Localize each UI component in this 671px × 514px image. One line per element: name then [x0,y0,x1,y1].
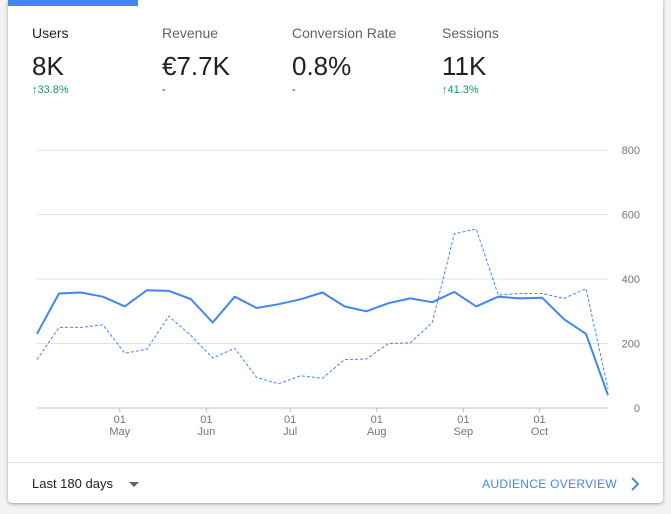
y-tick-label: 600 [622,210,640,222]
y-tick-label: 200 [622,339,640,351]
metric-label: Users [32,25,69,41]
metric-label: Sessions [442,25,499,41]
metric-value: €7.7K [162,51,230,81]
x-tick-label: 01 [284,414,296,426]
x-tick-label: Aug [367,426,387,438]
tab-sessions[interactable]: Sessions 11K ↑41.3% [418,0,663,110]
metric-value: 0.8% [292,51,352,81]
active-tab-indicator [8,0,138,6]
caret-down-icon[interactable] [129,482,139,487]
card-footer: Last 180 days AUDIENCE OVERVIEW [8,462,663,503]
y-tick-label: 0 [634,403,640,415]
metric-value: 11K [442,51,487,81]
y-tick-label: 800 [622,145,640,157]
x-tick-label: 01 [457,414,469,426]
x-tick-label: 01 [200,414,212,426]
metric-value: 8K [32,51,64,81]
series-line-solid [36,289,609,396]
y-tick-label: 400 [622,274,640,286]
x-tick-label: Jul [283,426,297,438]
metric-label: Revenue [162,25,219,41]
x-tick-label: Sep [454,426,474,438]
series-line-dashed [36,228,609,389]
tab-revenue[interactable]: Revenue €7.7K - [138,0,268,110]
tab-users[interactable]: Users 8K ↑33.8% [8,0,138,110]
x-tick-label: Oct [531,426,548,438]
metric-change: - [162,84,166,96]
x-tick-label: 01 [114,414,126,426]
metric-tabs: Users 8K ↑33.8% Revenue €7.7K - Conversion Rat… [8,0,663,110]
audience-card: Users 8K ↑33.8% Revenue €7.7K - Conversion Rat… [8,0,663,503]
metric-change: ↑33.8% [32,84,69,96]
line-chart: 800600400200001May01Jun01Jul01Aug01Sep01… [36,145,640,438]
x-tick-label: 01 [533,414,545,426]
metric-change: ↑41.3% [442,84,479,96]
tab-conversion-rate[interactable]: Conversion Rate 0.8% - [268,0,418,110]
metric-change: - [292,84,296,96]
audience-overview-link[interactable]: AUDIENCE OVERVIEW [482,477,617,491]
chevron-right-icon[interactable] [629,477,641,491]
metric-label: Conversion Rate [292,25,397,41]
x-tick-label: May [109,426,130,438]
x-tick-label: 01 [371,414,383,426]
x-tick-label: Jun [198,426,216,438]
date-range-selector[interactable]: Last 180 days [32,476,113,491]
